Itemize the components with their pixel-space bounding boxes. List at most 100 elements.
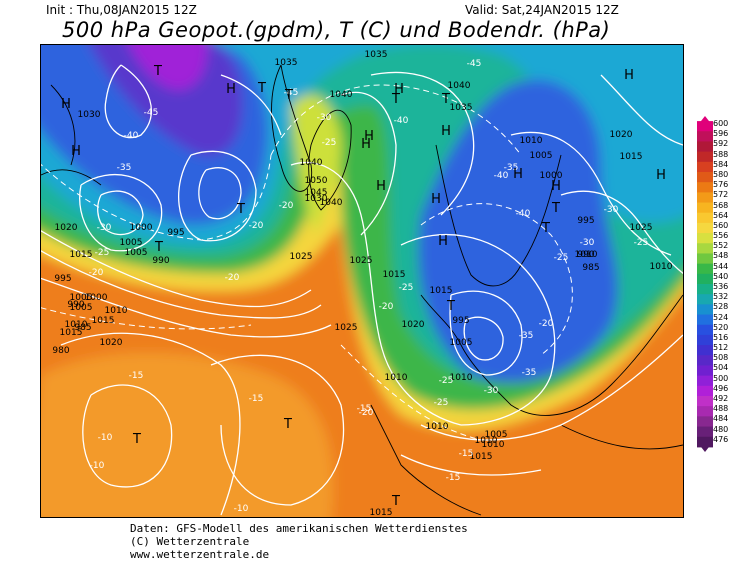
scale-label: 596 [713, 129, 729, 139]
pressure-label: 1010 [650, 262, 673, 272]
temperature-label: -10 [98, 433, 113, 443]
scale-label: 532 [713, 292, 729, 302]
temperature-label: -20 [89, 268, 104, 278]
high-pressure-center: H [394, 82, 404, 97]
temperature-label: -15 [446, 473, 461, 483]
temperature-label: -25 [399, 283, 414, 293]
temperature-label: -10 [90, 461, 105, 471]
low-pressure-center: T [441, 92, 450, 107]
pressure-label: 1015 [60, 328, 83, 338]
scale-swatch [697, 416, 713, 428]
scale-label: 580 [713, 170, 729, 179]
temperature-label: -45 [467, 59, 482, 69]
weather-map-canvas: 1030102010159959909859801005100010059959… [41, 45, 683, 517]
scale-swatch [697, 294, 713, 305]
data-source-line: Daten: GFS-Modell des amerikanischen Wet… [130, 522, 468, 535]
scale-label: 500 [713, 373, 729, 383]
temperature-label: -15 [357, 404, 372, 414]
scale-label: 576 [713, 180, 729, 190]
scale-swatch [697, 406, 713, 417]
pressure-label: 1015 [470, 452, 493, 462]
scale-label: 524 [713, 312, 729, 322]
scale-swatch [697, 385, 713, 397]
pressure-label: 1040 [320, 198, 343, 208]
website-line: www.wetterzentrale.de [130, 548, 270, 561]
pressure-label: 985 [582, 263, 599, 273]
pressure-label: 1025 [290, 252, 313, 262]
scale-swatch [697, 233, 713, 244]
low-pressure-center: T [446, 299, 455, 314]
pressure-label: 1005 [530, 151, 553, 161]
scale-swatch [697, 273, 713, 285]
high-pressure-center: H [551, 179, 561, 194]
temperature-label: -30 [484, 386, 499, 396]
pressure-label: 1035 [365, 50, 388, 60]
low-pressure-center: T [283, 417, 292, 432]
temperature-label: -25 [322, 138, 337, 148]
scale-swatch [697, 121, 713, 132]
copyright-line: (C) Wetterzentrale [130, 535, 250, 548]
high-pressure-center: H [431, 192, 441, 207]
scale-label: 564 [713, 210, 729, 220]
low-pressure-center: T [153, 64, 162, 79]
temperature-label: -45 [144, 108, 159, 118]
pressure-label: 1030 [78, 110, 101, 120]
pressure-label: 1025 [335, 323, 358, 333]
pressure-label: 1005 [125, 248, 148, 258]
pressure-label: 1005 [70, 303, 93, 313]
pressure-label: 980 [52, 346, 69, 356]
pressure-label: 1000 [85, 293, 108, 303]
scale-label: 536 [713, 282, 729, 291]
temperature-label: -45 [284, 88, 299, 98]
low-pressure-center: T [551, 201, 560, 216]
scale-label: 504 [713, 363, 729, 373]
pressure-label: 990 [577, 250, 594, 260]
scale-label: 488 [713, 404, 729, 414]
temperature-label: -40 [494, 171, 509, 181]
pressure-label: 1020 [402, 320, 425, 330]
scale-label: 520 [713, 322, 729, 332]
scale-label: 516 [713, 332, 729, 342]
pressure-label: 1040 [330, 90, 353, 100]
pressure-label: 1010 [475, 436, 498, 446]
scale-label: 584 [713, 159, 729, 169]
low-pressure-center: T [391, 92, 400, 107]
pressure-label: 1020 [100, 338, 123, 348]
pressure-label: 995 [577, 216, 594, 226]
temperature-label: -30 [604, 205, 619, 215]
low-pressure-center: T [236, 202, 245, 217]
high-pressure-center: H [61, 97, 71, 112]
high-pressure-center: H [624, 68, 634, 83]
temperature-label: -30 [317, 113, 332, 123]
scale-bottom-arrow [697, 441, 713, 452]
chart-title: 500 hPa Geopot.(gpdm), T (C) und Bodendr… [62, 18, 611, 42]
temperature-label: -15 [459, 449, 474, 459]
scale-label: 592 [713, 139, 729, 149]
scale-swatch [697, 212, 713, 224]
scale-swatch [697, 284, 713, 295]
low-pressure-center: T [284, 88, 293, 103]
pressure-label: 1000 [540, 171, 563, 181]
scale-swatch [697, 253, 713, 265]
temperature-field [41, 45, 683, 517]
scale-swatch [697, 172, 713, 183]
temperature-label: -30 [97, 223, 112, 233]
scale-swatch [697, 192, 713, 204]
temperature-label: -40 [124, 131, 139, 141]
pressure-label: 1010 [520, 136, 543, 146]
scale-label: 572 [713, 190, 729, 200]
pressure-label: 1020 [55, 223, 78, 233]
pressure-label: 1015 [370, 508, 393, 517]
temperature-label: -35 [522, 368, 537, 378]
init-time-label: Init : Thu,08JAN2015 12Z [46, 3, 197, 17]
pressure-label: 1010 [575, 250, 598, 260]
high-pressure-center: H [364, 129, 374, 144]
pressure-label: 1005 [120, 238, 143, 248]
temperature-label: -35 [117, 163, 132, 173]
pressure-label: 1000 [130, 223, 153, 233]
scale-swatch [697, 161, 713, 173]
scale-label: 540 [713, 271, 729, 281]
pressure-label: 1005 [485, 430, 508, 440]
scale-label: 552 [713, 241, 729, 251]
temperature-label: -10 [234, 504, 249, 514]
